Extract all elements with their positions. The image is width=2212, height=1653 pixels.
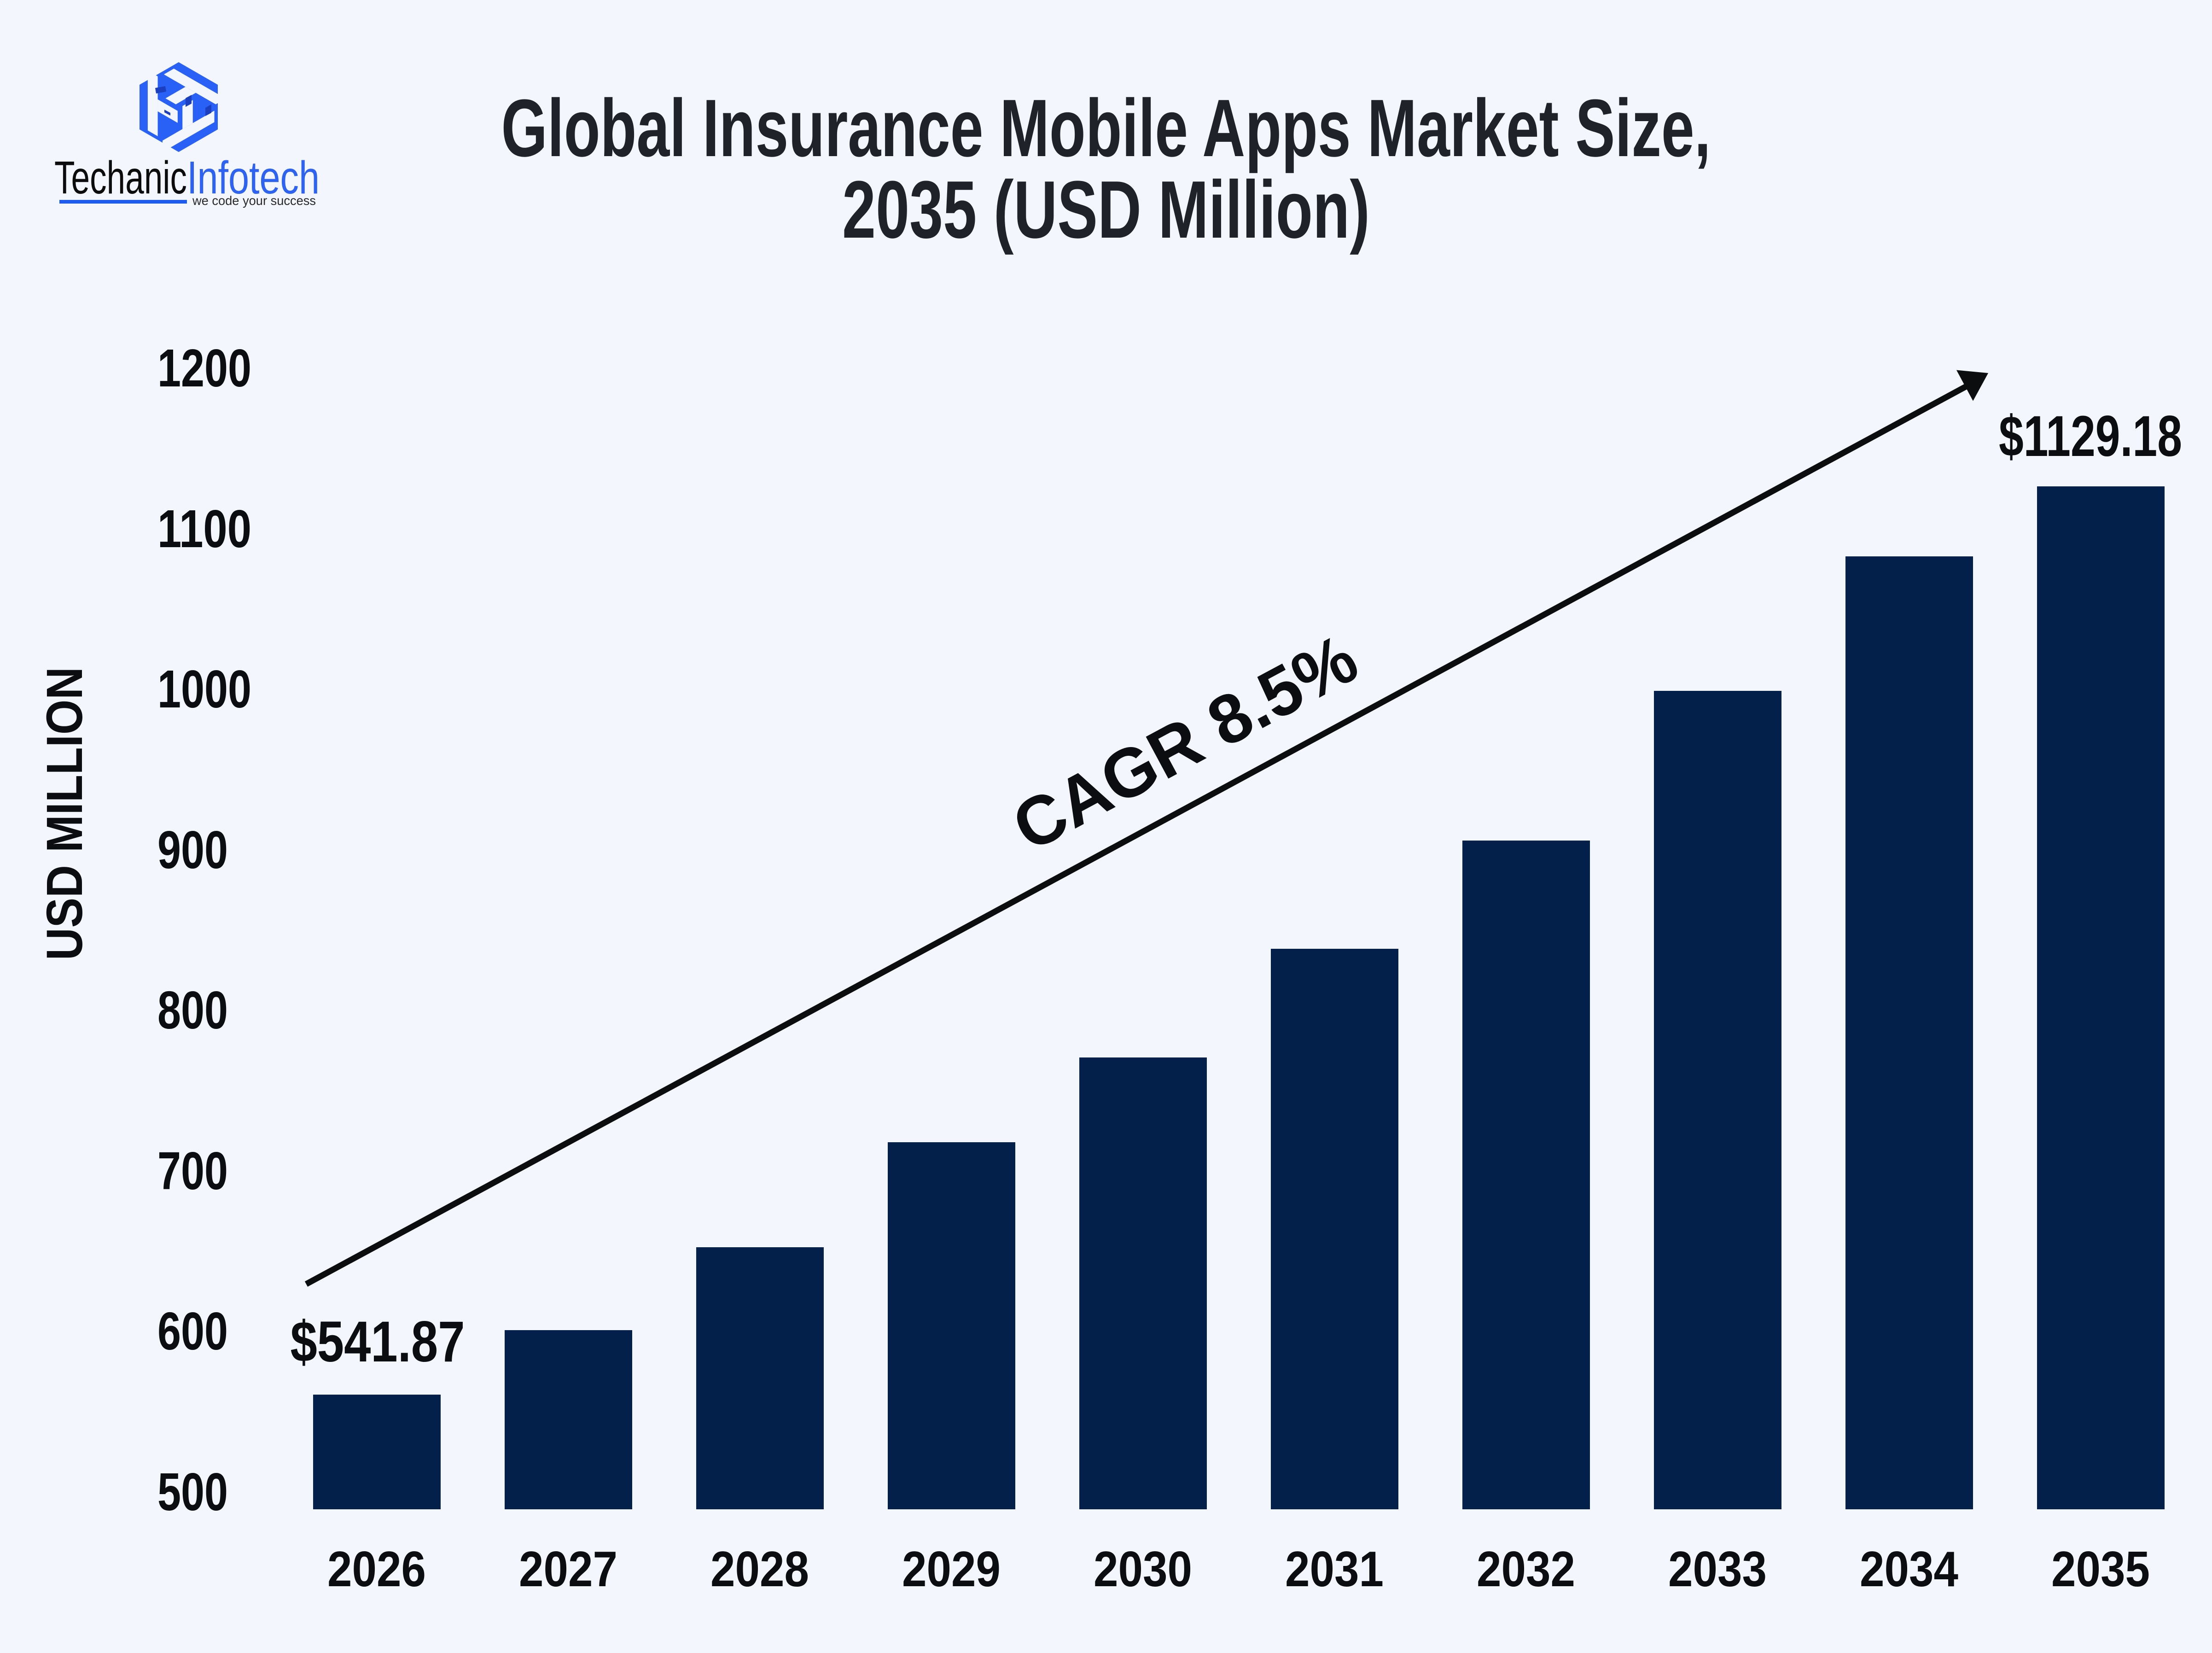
svg-text:1200: 1200 bbox=[157, 338, 251, 398]
svg-text:2031: 2031 bbox=[1285, 1541, 1384, 1597]
svg-text:600: 600 bbox=[157, 1301, 228, 1361]
svg-text:Techanic: Techanic bbox=[54, 152, 187, 204]
svg-text:2026: 2026 bbox=[327, 1541, 426, 1597]
svg-text:2035: 2035 bbox=[2051, 1541, 2150, 1597]
svg-text:800: 800 bbox=[157, 980, 228, 1040]
svg-text:2033: 2033 bbox=[1668, 1541, 1767, 1597]
svg-text:2035 (USD Million): 2035 (USD Million) bbox=[842, 164, 1370, 255]
svg-text:USD MILLION: USD MILLION bbox=[36, 667, 93, 960]
svg-text:Infotech: Infotech bbox=[187, 152, 320, 204]
svg-text:we code your success: we code your success bbox=[192, 193, 316, 208]
svg-text:700: 700 bbox=[157, 1141, 228, 1201]
svg-text:2028: 2028 bbox=[710, 1541, 809, 1597]
svg-text:$1129.18: $1129.18 bbox=[1999, 404, 2182, 468]
svg-text:Global Insurance Mobile Apps M: Global Insurance Mobile Apps Market Size… bbox=[501, 82, 1711, 174]
svg-text:1100: 1100 bbox=[157, 499, 251, 559]
svg-text:2027: 2027 bbox=[519, 1541, 617, 1597]
svg-text:2030: 2030 bbox=[1094, 1541, 1192, 1597]
svg-text:1000: 1000 bbox=[157, 659, 251, 719]
svg-text:$541.87: $541.87 bbox=[291, 1310, 465, 1374]
svg-text:2032: 2032 bbox=[1477, 1541, 1575, 1597]
svg-text:900: 900 bbox=[157, 820, 228, 880]
svg-text:2034: 2034 bbox=[1860, 1541, 1958, 1597]
svg-text:2029: 2029 bbox=[902, 1541, 1001, 1597]
svg-text:500: 500 bbox=[157, 1462, 228, 1522]
